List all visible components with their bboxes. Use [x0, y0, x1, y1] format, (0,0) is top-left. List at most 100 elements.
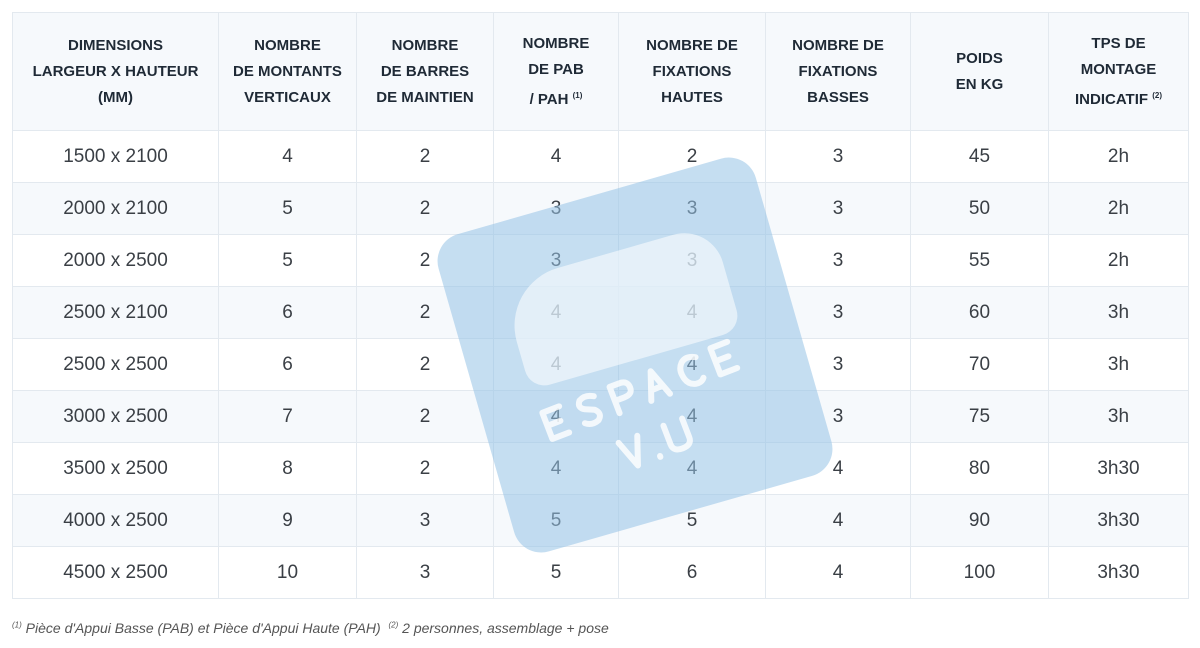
header-line: NOMBRE DE	[792, 36, 884, 54]
header-line: INDICATIF	[1075, 90, 1149, 108]
header-line: VERTICAUX	[244, 88, 331, 106]
table-cell: 3h	[1048, 390, 1189, 443]
header-line: (MM)	[98, 88, 133, 106]
table-row: 3000 x 2500 7 2 4 4 3 75 3h	[12, 390, 1189, 443]
table-cell: 2000 x 2100	[12, 182, 219, 235]
table-cell: 4	[493, 390, 619, 443]
table-row: 1500 x 2100 4 2 4 2 3 45 2h	[12, 130, 1189, 183]
table-cell: 8	[218, 442, 357, 495]
table-row: 2000 x 2100 5 2 3 3 3 50 2h	[12, 182, 1189, 235]
header-line: NOMBRE	[254, 36, 321, 54]
header-line: POIDS	[956, 49, 1003, 67]
table-row: 4000 x 2500 9 3 5 5 4 90 3h30	[12, 494, 1189, 547]
column-header: NOMBRE DE FIXATIONS HAUTES	[618, 12, 766, 131]
table-cell: 2	[356, 286, 494, 339]
table-cell: 3	[618, 234, 766, 287]
table-cell: 10	[218, 546, 357, 599]
footnote: (1) Pièce d'Appui Basse (PAB) et Pièce d…	[12, 620, 609, 636]
table-cell: 2h	[1048, 182, 1189, 235]
table-cell: 4	[618, 338, 766, 391]
column-header: NOMBRE DE MONTANTS VERTICAUX	[218, 12, 357, 131]
table-cell: 3h30	[1048, 546, 1189, 599]
table-cell: 3000 x 2500	[12, 390, 219, 443]
table-cell: 3	[356, 494, 494, 547]
table-cell: 5	[493, 546, 619, 599]
table-cell: 2	[356, 130, 494, 183]
table-row: 3500 x 2500 8 2 4 4 4 80 3h30	[12, 442, 1189, 495]
header-line: / PAH	[529, 90, 569, 108]
table-cell: 4	[765, 494, 911, 547]
column-header: TPS DE MONTAGE INDICATIF (2)	[1048, 12, 1189, 131]
table-cell: 4	[618, 286, 766, 339]
table-cell: 100	[910, 546, 1049, 599]
footnote-marker-2: (2)	[388, 620, 399, 630]
table-cell: 80	[910, 442, 1049, 495]
table-cell: 4	[493, 130, 619, 183]
header-line: FIXATIONS	[652, 62, 732, 80]
header-line: FIXATIONS	[798, 62, 878, 80]
table-cell: 4	[765, 546, 911, 599]
table-cell: 3	[765, 390, 911, 443]
footnote-marker: (1)	[572, 90, 583, 100]
table-cell: 2	[356, 234, 494, 287]
table-cell: 2500 x 2100	[12, 286, 219, 339]
table-cell: 2	[356, 182, 494, 235]
table-cell: 3500 x 2500	[12, 442, 219, 495]
table-cell: 9	[218, 494, 357, 547]
table-cell: 3	[356, 546, 494, 599]
header-line: LARGEUR X HAUTEUR	[32, 62, 199, 80]
footnote-text-1: Pièce d'Appui Basse (PAB) et Pièce d'App…	[25, 620, 381, 636]
table-cell: 6	[618, 546, 766, 599]
table-cell: 4	[218, 130, 357, 183]
table-cell: 5	[218, 234, 357, 287]
table-cell: 45	[910, 130, 1049, 183]
header-line: NOMBRE DE	[646, 36, 738, 54]
column-header: NOMBRE DE BARRES DE MAINTIEN	[356, 12, 494, 131]
table-cell: 2500 x 2500	[12, 338, 219, 391]
header-line: DE MONTANTS	[233, 62, 342, 80]
table-cell: 3h30	[1048, 442, 1189, 495]
table-cell: 5	[493, 494, 619, 547]
column-header: NOMBRE DE FIXATIONS BASSES	[765, 12, 911, 131]
table-cell: 2h	[1048, 130, 1189, 183]
column-header: DIMENSIONS LARGEUR X HAUTEUR (MM)	[12, 12, 219, 131]
column-header: POIDS EN KG	[910, 12, 1049, 131]
specs-table: DIMENSIONS LARGEUR X HAUTEUR (MM) NOMBRE DE …	[12, 12, 1189, 599]
table-cell: 4	[618, 442, 766, 495]
header-line: EN KG	[955, 75, 1004, 93]
table-cell: 4000 x 2500	[12, 494, 219, 547]
table-cell: 60	[910, 286, 1049, 339]
table-cell: 2	[618, 130, 766, 183]
table-cell: 3	[493, 234, 619, 287]
table-cell: 3	[493, 182, 619, 235]
table-row: 2500 x 2500 6 2 4 4 3 70 3h	[12, 338, 1189, 391]
table-cell: 2000 x 2500	[12, 234, 219, 287]
table-cell: 4	[493, 338, 619, 391]
footnote-marker-1: (1)	[12, 620, 22, 630]
table-cell: 3h	[1048, 286, 1189, 339]
table-cell: 4	[493, 442, 619, 495]
table-cell: 4	[765, 442, 911, 495]
table-cell: 6	[218, 338, 357, 391]
header-line: NOMBRE	[391, 36, 459, 54]
table-cell: 3	[765, 286, 911, 339]
table-cell: 3	[765, 338, 911, 391]
table-cell: 70	[910, 338, 1049, 391]
table-cell: 50	[910, 182, 1049, 235]
table-row: 4500 x 2500 10 3 5 6 4 100 3h30	[12, 546, 1189, 599]
table-cell: 3	[618, 182, 766, 235]
table-cell: 55	[910, 234, 1049, 287]
table-cell: 2	[356, 442, 494, 495]
table-cell: 2h	[1048, 234, 1189, 287]
table-cell: 2	[356, 338, 494, 391]
footnote-text-2: 2 personnes, assemblage + pose	[402, 620, 609, 636]
table-cell: 2	[356, 390, 494, 443]
table-row: 2000 x 2500 5 2 3 3 3 55 2h	[12, 234, 1189, 287]
table-cell: 3	[765, 130, 911, 183]
header-line: MONTAGE	[1080, 60, 1157, 78]
table-cell: 4500 x 2500	[12, 546, 219, 599]
table-cell: 4	[618, 390, 766, 443]
table-cell: 4	[493, 286, 619, 339]
header-line: TPS DE	[1091, 34, 1146, 52]
header-line: HAUTES	[661, 88, 723, 106]
